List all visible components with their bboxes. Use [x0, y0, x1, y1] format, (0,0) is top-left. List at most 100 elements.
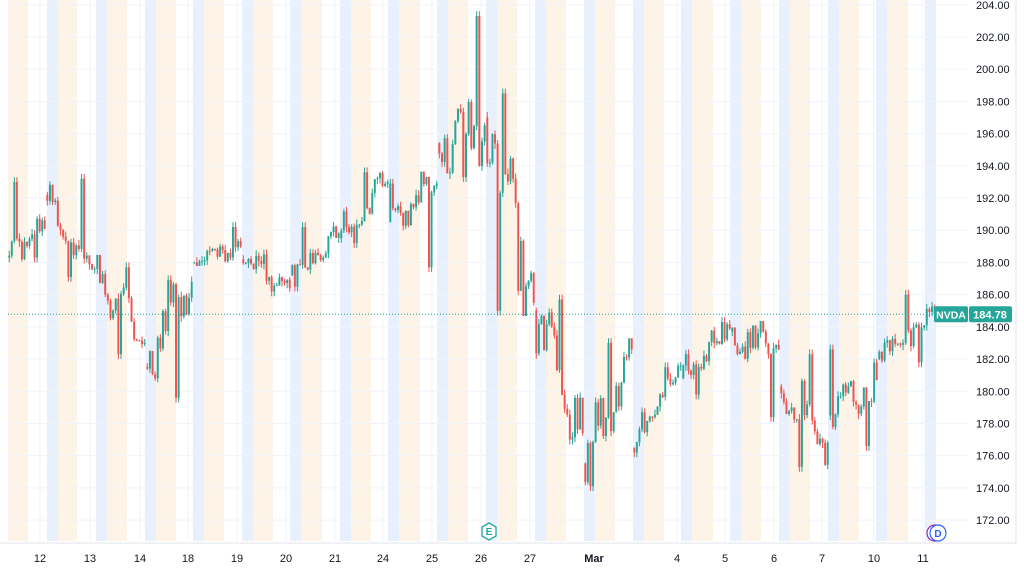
candle-body — [504, 93, 507, 174]
dividend-marker-label: D — [934, 529, 941, 540]
candle-body — [368, 207, 371, 214]
candle-body — [13, 181, 16, 242]
candle-body — [384, 183, 387, 186]
candle-body — [141, 340, 144, 345]
candle-body — [327, 236, 330, 254]
candle-body — [329, 231, 332, 237]
candle-body — [288, 279, 291, 289]
candle-body — [731, 327, 734, 332]
price-tick-label: 198.00 — [976, 96, 1010, 108]
candle-body — [67, 240, 70, 277]
candle-body — [648, 416, 651, 422]
candle-body — [867, 401, 870, 447]
candle-body — [31, 234, 34, 239]
candle-body — [389, 183, 392, 223]
price-tag-bg — [969, 306, 1012, 323]
candle-body — [775, 344, 778, 349]
candle-body — [769, 354, 772, 418]
candle-body — [70, 242, 72, 277]
candle-body — [692, 364, 695, 376]
candle-body — [440, 153, 444, 162]
candle-body — [527, 280, 530, 287]
candle-body — [576, 398, 579, 430]
candle-body — [353, 226, 356, 244]
premarket-band — [437, 0, 448, 541]
candle-body — [602, 398, 605, 437]
candle-body — [687, 354, 690, 371]
candle-body — [83, 178, 86, 259]
candle-body — [169, 280, 172, 303]
price-tick-label: 182.00 — [976, 354, 1010, 366]
candle-body — [782, 393, 785, 403]
candle-body — [451, 143, 454, 173]
candle-body — [514, 178, 517, 204]
candle-body — [304, 227, 307, 268]
premarket-band — [535, 0, 546, 541]
symbol-tag-text: NVDA — [936, 309, 966, 321]
candle-body — [849, 381, 852, 387]
candle-body — [335, 226, 338, 238]
candle-body — [448, 172, 452, 174]
candle-body — [96, 254, 99, 269]
candle-body — [350, 226, 353, 233]
candle-body — [831, 349, 834, 427]
candle-body — [154, 374, 157, 379]
candle-body — [886, 340, 889, 343]
candle-body — [122, 287, 125, 295]
candle-body — [250, 258, 253, 264]
premarket-band — [388, 0, 399, 541]
premarket-band — [96, 0, 107, 541]
candle-body — [607, 342, 610, 418]
dividend-marker[interactable]: D — [926, 524, 947, 542]
candle-body — [180, 297, 183, 317]
candle-body — [811, 354, 814, 421]
candle-body — [262, 254, 265, 264]
candle-body — [311, 252, 314, 264]
candle-body — [553, 326, 556, 336]
candle-body — [101, 274, 104, 283]
candle-body — [499, 192, 502, 311]
premarket-band — [340, 0, 351, 541]
afterhours-band — [887, 0, 908, 541]
candle-body — [18, 238, 21, 242]
candle-body — [229, 252, 232, 258]
candle-body — [759, 320, 762, 334]
premarket-band — [193, 0, 204, 541]
price-tick-label: 178.00 — [976, 418, 1010, 430]
candle-body — [75, 245, 78, 256]
candle-body — [322, 257, 325, 261]
afterhours-band — [448, 0, 468, 541]
earnings-marker-shape — [481, 522, 497, 541]
extended-hours-bands — [8, 0, 936, 541]
candle-body — [138, 340, 141, 342]
time-axis[interactable]: 12 13 14 18 19 20 21 24 25 26 27 Mar 4 5 6 7 10 11 — [0, 542, 1024, 576]
earnings-marker[interactable]: E — [481, 522, 497, 541]
candle-body — [59, 225, 62, 231]
price-tick-label: 194.00 — [976, 161, 1010, 173]
afterhours-band — [156, 0, 176, 541]
candle-body — [472, 126, 476, 149]
candle-body — [852, 381, 855, 402]
candle-body — [404, 210, 407, 226]
price-tick-label: 192.00 — [976, 193, 1010, 205]
candle-body — [54, 200, 57, 203]
candle-body — [821, 438, 824, 443]
candle-body — [268, 277, 271, 281]
candle-body — [785, 402, 788, 414]
price-axis[interactable]: 172.00 174.00 176.00 178.00 180.00 182.00 184.… — [968, 0, 1024, 576]
candle-body — [915, 324, 918, 328]
candle-body — [677, 365, 680, 378]
candle-body — [224, 250, 227, 262]
candle-body — [412, 204, 415, 208]
candle-body — [708, 341, 711, 362]
afterhours-band — [692, 0, 713, 541]
symbol-price-tag: NVDA 184.78 — [934, 306, 1012, 323]
candle-body — [182, 295, 185, 317]
candle-body — [788, 411, 791, 414]
time-tick-label: 5 — [722, 553, 728, 565]
candle-body — [125, 267, 128, 288]
candle-body — [628, 338, 631, 358]
candle-body — [684, 354, 687, 366]
